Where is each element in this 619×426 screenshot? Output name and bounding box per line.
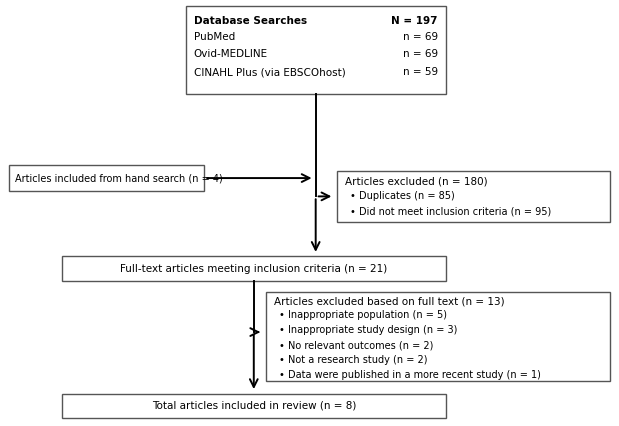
Text: Articles included from hand search (n = 4): Articles included from hand search (n = … xyxy=(15,173,223,183)
Text: n = 69: n = 69 xyxy=(402,49,438,59)
Bar xyxy=(62,256,446,281)
Bar xyxy=(9,165,204,191)
Text: • Data were published in a more recent study (n = 1): • Data were published in a more recent s… xyxy=(279,370,540,380)
Text: N = 197: N = 197 xyxy=(391,16,438,26)
Text: • Inappropriate population (n = 5): • Inappropriate population (n = 5) xyxy=(279,310,446,320)
Text: n = 69: n = 69 xyxy=(402,32,438,42)
Text: Full-text articles meeting inclusion criteria (n = 21): Full-text articles meeting inclusion cri… xyxy=(120,264,387,274)
Text: Total articles included in review (n = 8): Total articles included in review (n = 8… xyxy=(152,401,356,411)
Text: Database Searches: Database Searches xyxy=(194,16,307,26)
Text: Ovid-MEDLINE: Ovid-MEDLINE xyxy=(194,49,268,59)
Text: • Did not meet inclusion criteria (n = 95): • Did not meet inclusion criteria (n = 9… xyxy=(350,206,551,216)
Text: • No relevant outcomes (n = 2): • No relevant outcomes (n = 2) xyxy=(279,340,433,350)
Text: • Duplicates (n = 85): • Duplicates (n = 85) xyxy=(350,191,454,201)
Bar xyxy=(337,171,610,222)
Text: Articles excluded based on full text (n = 13): Articles excluded based on full text (n … xyxy=(274,296,505,306)
Text: • Not a research study (n = 2): • Not a research study (n = 2) xyxy=(279,355,427,365)
Text: • Inappropriate study design (n = 3): • Inappropriate study design (n = 3) xyxy=(279,325,457,335)
Bar xyxy=(62,394,446,418)
Bar xyxy=(186,6,446,94)
Text: Articles excluded (n = 180): Articles excluded (n = 180) xyxy=(345,176,488,187)
Text: PubMed: PubMed xyxy=(194,32,235,42)
Bar xyxy=(266,292,610,381)
Text: CINAHL Plus (via EBSCOhost): CINAHL Plus (via EBSCOhost) xyxy=(194,67,345,78)
Text: n = 59: n = 59 xyxy=(402,67,438,78)
